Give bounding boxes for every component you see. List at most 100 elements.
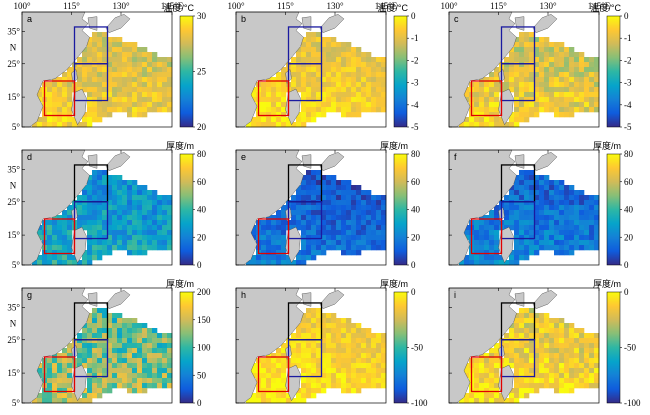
data-cell [47, 102, 53, 108]
data-cell [261, 260, 267, 266]
data-cell [366, 102, 372, 108]
data-cell [306, 383, 312, 389]
map-frame [448, 149, 600, 266]
data-cell [539, 180, 545, 186]
data-cell [82, 358, 88, 364]
data-cell [366, 52, 372, 58]
data-cell [351, 200, 357, 206]
land-mass [532, 14, 558, 33]
data-cell [371, 338, 377, 344]
data-cell [534, 200, 540, 206]
lon-tick-label: 100° [227, 1, 245, 11]
data-cell [494, 77, 500, 83]
data-cell [137, 240, 143, 246]
data-cell [351, 47, 357, 53]
data-cell [77, 57, 83, 63]
data-cell [524, 175, 530, 181]
data-cell [117, 87, 123, 93]
data-cell [57, 117, 63, 123]
data-cell [117, 82, 123, 88]
data-cell [524, 32, 530, 38]
data-cell [509, 77, 515, 83]
data-cell [574, 215, 580, 221]
data-cell [356, 77, 362, 83]
data-cell [132, 92, 138, 98]
data-cell [484, 240, 490, 246]
data-cell [559, 333, 565, 339]
data-cell [102, 102, 108, 108]
data-cell [484, 92, 490, 98]
data-cell [559, 373, 565, 379]
data-cell [266, 87, 272, 93]
data-cell [127, 67, 133, 73]
data-cell [564, 353, 570, 359]
data-cell [162, 245, 168, 251]
data-cell [142, 72, 148, 78]
colorbar-tick-label: 60 [197, 177, 207, 187]
data-cell [534, 180, 540, 186]
data-cell [544, 185, 550, 191]
data-cell [569, 97, 575, 103]
data-cell [494, 107, 500, 113]
data-cell [87, 363, 93, 369]
data-cell [276, 260, 282, 266]
data-cell [152, 333, 158, 339]
data-cell [574, 373, 580, 379]
data-cell [67, 368, 73, 374]
data-cell [157, 245, 163, 251]
data-cell [544, 220, 550, 226]
data-cell [524, 353, 530, 359]
data-cell [594, 210, 600, 216]
data-cell [346, 77, 352, 83]
data-cell [167, 72, 173, 78]
data-cell [97, 378, 103, 384]
data-cell [316, 313, 322, 319]
data-cell [132, 225, 138, 231]
data-cell [549, 190, 555, 196]
data-cell [291, 220, 297, 226]
data-cell [489, 235, 495, 241]
data-cell [479, 102, 485, 108]
data-cell [52, 220, 58, 226]
data-cell [316, 328, 322, 334]
data-cell [346, 363, 352, 369]
data-cell [157, 210, 163, 216]
data-cell [381, 383, 387, 389]
data-cell [132, 107, 138, 113]
data-cell [351, 363, 357, 369]
data-cell [276, 117, 282, 123]
data-cell [62, 215, 68, 221]
data-cell [127, 185, 133, 191]
data-cell [514, 57, 520, 63]
colorbar-tick-label: 80 [411, 149, 421, 159]
data-cell [504, 353, 510, 359]
data-cell [376, 62, 382, 68]
data-cell [296, 185, 302, 191]
data-cell [122, 215, 128, 221]
panel-label: a [27, 14, 32, 24]
data-cell [102, 32, 108, 38]
data-cell [336, 57, 342, 63]
data-cell [152, 363, 158, 369]
data-cell [489, 368, 495, 374]
colorbar-tick-label: 20 [624, 232, 634, 242]
data-cell [311, 37, 317, 43]
data-cell [574, 235, 580, 241]
data-cell [87, 393, 93, 399]
data-cell [137, 323, 143, 329]
data-cell [559, 57, 565, 63]
data-cell [266, 92, 272, 98]
data-cell [589, 363, 595, 369]
data-cell [142, 215, 148, 221]
data-cell [564, 102, 570, 108]
data-cell [261, 398, 267, 404]
data-cell [316, 195, 322, 201]
data-cell [529, 215, 535, 221]
data-cell [281, 368, 287, 374]
data-cell [87, 323, 93, 329]
data-cell [361, 348, 367, 354]
data-cell [67, 122, 73, 128]
data-cell [534, 250, 540, 256]
lon-tick-label: 145°E [161, 1, 184, 11]
data-cell [301, 383, 307, 389]
